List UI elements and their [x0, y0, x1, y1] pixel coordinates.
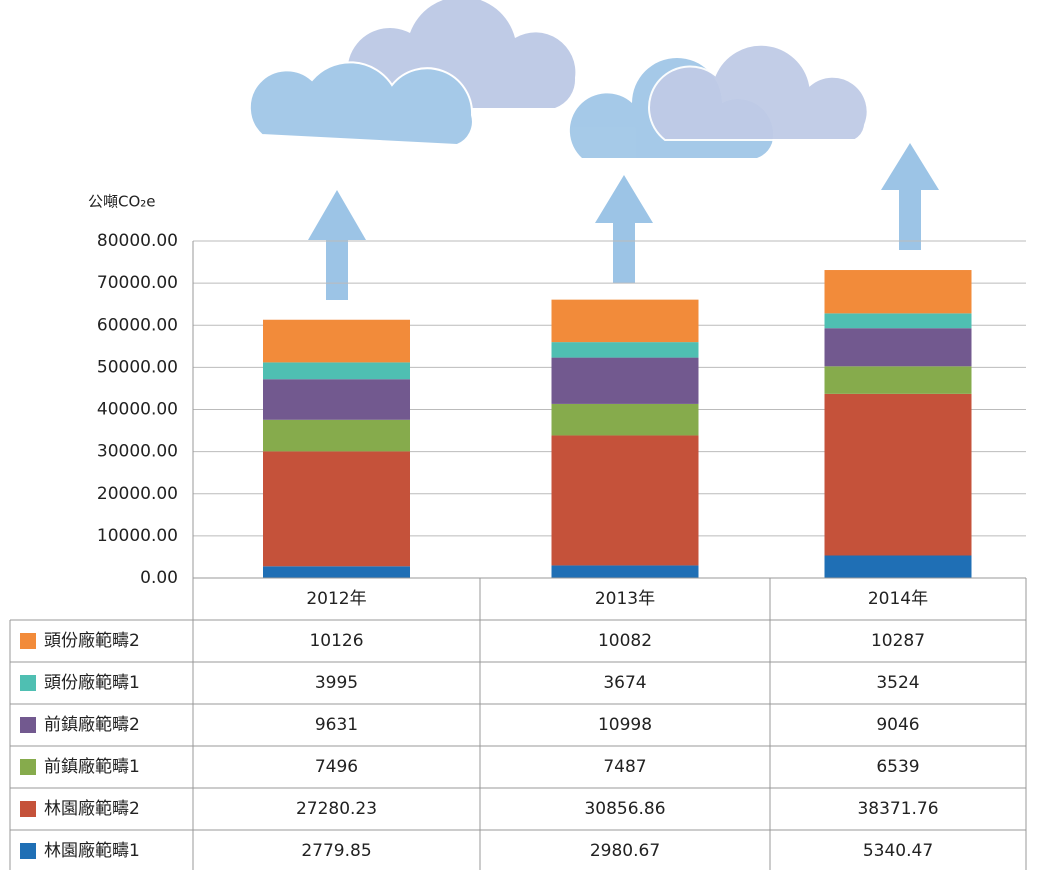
- bar-segment: [552, 565, 699, 578]
- table-cell: 7496: [315, 757, 358, 777]
- table-cell: 3524: [876, 673, 919, 693]
- legend-label: 頭份廠範疇2: [44, 630, 140, 651]
- y-tick-label: 0.00: [140, 568, 178, 588]
- legend-swatch: [20, 843, 36, 859]
- bar-segment: [825, 270, 972, 313]
- decoration: [250, 0, 939, 300]
- table-cell: 9631: [315, 715, 358, 735]
- table-cell: 6539: [876, 757, 919, 777]
- table-cell: 10287: [871, 631, 925, 651]
- bar-segment: [552, 358, 699, 404]
- bar-segment: [263, 379, 410, 420]
- legend-label: 前鎮廠範疇1: [44, 756, 140, 777]
- table-cell: 7487: [603, 757, 646, 777]
- bar-segment: [552, 435, 699, 565]
- table-cell: 3995: [315, 673, 358, 693]
- legend-swatch: [20, 717, 36, 733]
- bar-segment: [263, 451, 410, 566]
- y-tick-label: 80000.00: [97, 231, 178, 251]
- bar-segment: [552, 300, 699, 342]
- bar-segment: [263, 566, 410, 578]
- bar-segment: [825, 556, 972, 578]
- y-tick-label: 20000.00: [97, 484, 178, 504]
- table-cell: 9046: [876, 715, 919, 735]
- legend-label: 林園廠範疇2: [44, 798, 140, 819]
- x-tick-label: 2014年: [868, 589, 928, 609]
- table-cell: 2980.67: [590, 841, 660, 861]
- x-tick-label: 2013年: [595, 589, 655, 609]
- y-tick-label: 60000.00: [97, 315, 178, 335]
- bar-segment: [552, 404, 699, 436]
- legend-swatch: [20, 801, 36, 817]
- table-cell: 27280.23: [296, 799, 377, 819]
- bar-segment: [825, 394, 972, 556]
- legend-swatch: [20, 759, 36, 775]
- legend-label: 林園廠範疇1: [44, 840, 140, 861]
- table-cell: 3674: [603, 673, 646, 693]
- bar-segment: [263, 320, 410, 363]
- table-cell: 30856.86: [584, 799, 665, 819]
- y-tick-label: 50000.00: [97, 357, 178, 377]
- y-tick-label: 70000.00: [97, 273, 178, 293]
- table-cell: 10082: [598, 631, 652, 651]
- table-cell: 5340.47: [863, 841, 933, 861]
- x-tick-label: 2012年: [306, 589, 366, 609]
- bar-segment: [825, 366, 972, 394]
- bar-segment: [825, 313, 972, 328]
- y-tick-label: 40000.00: [97, 400, 178, 420]
- y-axis-label: 公噸CO₂e: [88, 193, 156, 211]
- y-tick-label: 10000.00: [97, 526, 178, 546]
- y-tick-label: 30000.00: [97, 442, 178, 462]
- legend-swatch: [20, 633, 36, 649]
- legend-label: 前鎮廠範疇2: [44, 714, 140, 735]
- table-cell: 2779.85: [301, 841, 371, 861]
- bar-segment: [263, 420, 410, 452]
- bar-segment: [825, 328, 972, 366]
- table-cell: 38371.76: [857, 799, 938, 819]
- table-cell: 10126: [309, 631, 363, 651]
- bar-segment: [263, 362, 410, 379]
- chart: 公噸CO₂e 0.00 10000.00 20000.00 30000.00 40000…: [0, 0, 1043, 870]
- table-cell: 10998: [598, 715, 652, 735]
- legend-swatch: [20, 675, 36, 691]
- cloud: [250, 0, 868, 158]
- legend-label: 頭份廠範疇1: [44, 672, 140, 693]
- page: {"chart_data": {"type": "bar", "stacked"…: [0, 0, 1043, 870]
- bar-segment: [552, 342, 699, 357]
